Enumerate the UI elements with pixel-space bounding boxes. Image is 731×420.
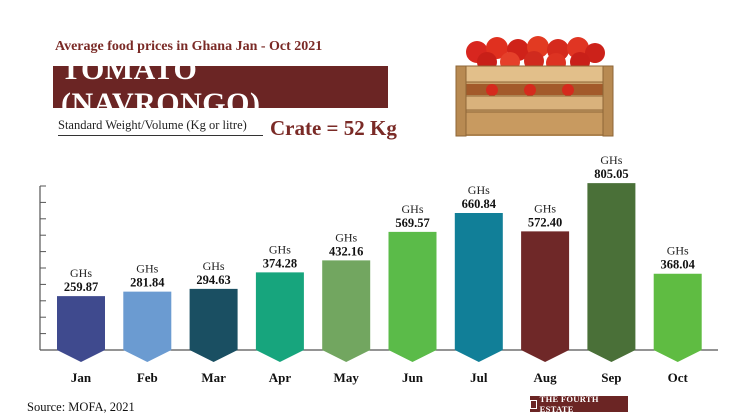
value-label: 294.63 [196, 273, 230, 287]
x-tick-label: Jan [71, 370, 92, 385]
bar-feb [123, 291, 172, 362]
currency-label: GHs [269, 242, 291, 256]
value-label: 572.40 [528, 215, 562, 229]
value-label: 569.57 [395, 216, 429, 230]
price-bar-chart: GHs259.87JanGHs281.84FebGHs294.63MarGHs3… [39, 153, 718, 385]
currency-label: GHs [600, 153, 622, 167]
source-note: Source: MOFA, 2021 [27, 400, 135, 414]
wooden-crate [455, 65, 614, 137]
standard-weight-underline [58, 135, 263, 136]
x-tick-label: May [334, 370, 360, 385]
standard-weight-label: Standard Weight/Volume (Kg or litre) [58, 118, 247, 132]
value-label: 660.84 [462, 197, 497, 211]
x-tick-label: Jun [402, 370, 424, 385]
chart-subtitle: Average food prices in Ghana Jan - Oct 2… [55, 39, 323, 54]
bar-aug [521, 231, 570, 362]
value-label: 374.28 [263, 256, 297, 270]
chart-labels: GHs259.87JanGHs281.84FebGHs294.63MarGHs3… [64, 153, 696, 385]
bar-oct [653, 273, 702, 362]
currency-label: GHs [335, 230, 357, 244]
tomato-crate-illustration [455, 36, 614, 137]
value-label: 368.04 [661, 258, 696, 272]
crate-size: Crate = 52 Kg [270, 116, 397, 140]
value-label: 281.84 [130, 276, 165, 290]
currency-label: GHs [203, 259, 225, 273]
bar-jul [454, 212, 503, 362]
bar-jan [57, 296, 105, 362]
x-tick-label: Oct [668, 370, 689, 385]
bar-apr [255, 272, 304, 362]
bar-mar [189, 288, 238, 362]
bar-jun [388, 231, 437, 362]
x-tick-label: Feb [137, 370, 158, 385]
x-tick-label: Mar [201, 370, 226, 385]
currency-label: GHs [401, 202, 423, 216]
currency-label: GHs [667, 244, 689, 258]
bar-sep [587, 183, 636, 362]
value-label: 805.05 [594, 167, 628, 181]
currency-label: GHs [534, 201, 556, 215]
publisher-icon [530, 399, 537, 409]
publisher-badge: THE FOURTH ESTATE [530, 394, 628, 414]
x-tick-label: Aug [534, 370, 558, 385]
currency-label: GHs [136, 262, 158, 276]
x-tick-label: Sep [601, 370, 621, 385]
currency-label: GHs [70, 266, 92, 280]
bar-may [322, 260, 371, 362]
value-label: 259.87 [64, 280, 98, 294]
chart-bars [57, 183, 702, 362]
x-tick-label: Jul [470, 370, 488, 385]
value-label: 432.16 [329, 244, 363, 258]
x-tick-label: Apr [269, 370, 292, 385]
currency-label: GHs [468, 183, 490, 197]
tomatoes [466, 36, 605, 73]
publisher-name: THE FOURTH ESTATE [539, 394, 599, 414]
chart-title: TOMATO (NAVRONGO) [53, 53, 388, 120]
